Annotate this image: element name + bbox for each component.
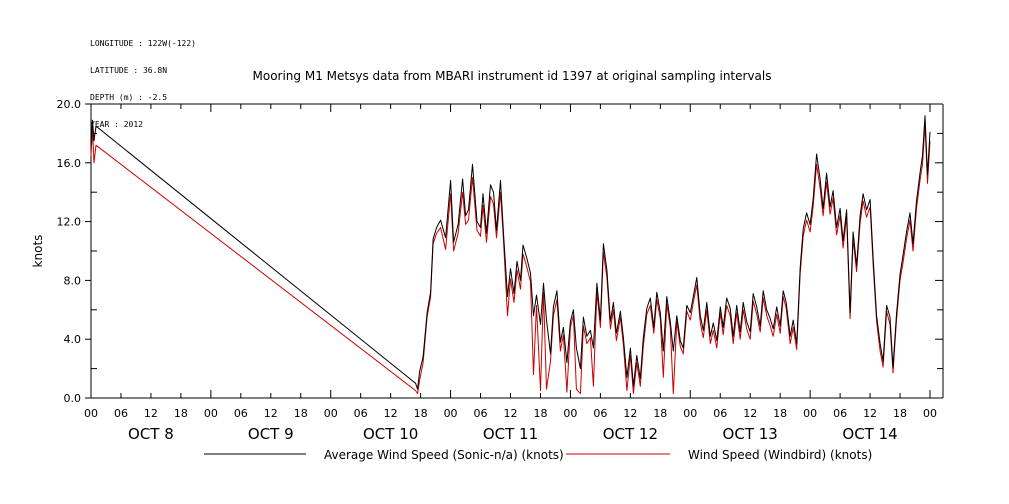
x-tick-label: 06 — [593, 407, 607, 420]
x-tick-label: 06 — [474, 407, 488, 420]
series-line-windbird — [90, 124, 931, 395]
chart-title: Mooring M1 Metsys data from MBARI instru… — [253, 69, 772, 83]
y-tick-label: 16.0 — [57, 157, 82, 170]
day-label: OCT 14 — [842, 425, 897, 443]
legend-label-windbird: Wind Speed (Windbird) (knots) — [688, 448, 872, 462]
x-tick-label: 00 — [84, 407, 98, 420]
x-tick-label: 12 — [504, 407, 518, 420]
x-tick-label: 00 — [683, 407, 697, 420]
day-label: OCT 13 — [723, 425, 778, 443]
day-label: OCT 8 — [128, 425, 174, 443]
day-label: OCT 12 — [603, 425, 658, 443]
day-label: OCT 11 — [483, 425, 538, 443]
meta-year: YEAR : 2012 — [90, 120, 143, 129]
day-label: OCT 9 — [248, 425, 294, 443]
x-tick-label: 18 — [414, 407, 428, 420]
meta-latitude: LATITUDE : 36.8N — [90, 66, 168, 75]
x-tick-label: 12 — [863, 407, 877, 420]
meta-depth: DEPTH (m) : -2.5 — [90, 93, 168, 102]
x-tick-label: 12 — [743, 407, 757, 420]
axes: 0.0 4.0 8.0 12.0 16.0 20.0 00 06 12 18 00 06 12 18 00 0… — [57, 98, 944, 443]
x-tick-label: 06 — [114, 407, 128, 420]
y-tick-label: 4.0 — [64, 333, 82, 346]
x-tick-label: 12 — [623, 407, 637, 420]
x-tick-label: 00 — [324, 407, 338, 420]
x-tick-label: 18 — [533, 407, 547, 420]
day-label: OCT 10 — [363, 425, 418, 443]
x-tick-label: 12 — [264, 407, 278, 420]
x-tick-label: 18 — [294, 407, 308, 420]
y-axis-label: knots — [31, 235, 45, 268]
x-tick-label: 12 — [144, 407, 158, 420]
x-tick-label: 00 — [204, 407, 218, 420]
y-tick-label: 12.0 — [57, 216, 82, 229]
x-tick-label: 00 — [563, 407, 577, 420]
legend: Average Wind Speed (Sonic-n/a) (knots) W… — [204, 448, 872, 462]
x-tick-label: 06 — [833, 407, 847, 420]
series-layer — [90, 115, 931, 395]
meta-longitude: LONGITUDE : 122W(-122) — [90, 39, 196, 48]
legend-label-average: Average Wind Speed (Sonic-n/a) (knots) — [324, 448, 564, 462]
x-tick-label: 06 — [713, 407, 727, 420]
x-tick-label: 00 — [444, 407, 458, 420]
x-tick-label: 12 — [384, 407, 398, 420]
y-tick-label: 8.0 — [64, 274, 82, 287]
x-tick-label: 00 — [803, 407, 817, 420]
x-tick-label: 18 — [773, 407, 787, 420]
x-tick-label: 18 — [653, 407, 667, 420]
x-tick-label: 06 — [234, 407, 248, 420]
y-tick-label: 0.0 — [64, 392, 82, 405]
x-tick-label: 18 — [174, 407, 188, 420]
metadata-block: LONGITUDE : 122W(-122) LATITUDE : 36.8N … — [90, 21, 196, 138]
y-tick-label: 20.0 — [57, 98, 82, 111]
x-tick-label: 00 — [923, 407, 937, 420]
series-line-average — [90, 115, 931, 390]
x-tick-label: 06 — [354, 407, 368, 420]
x-tick-label: 18 — [893, 407, 907, 420]
